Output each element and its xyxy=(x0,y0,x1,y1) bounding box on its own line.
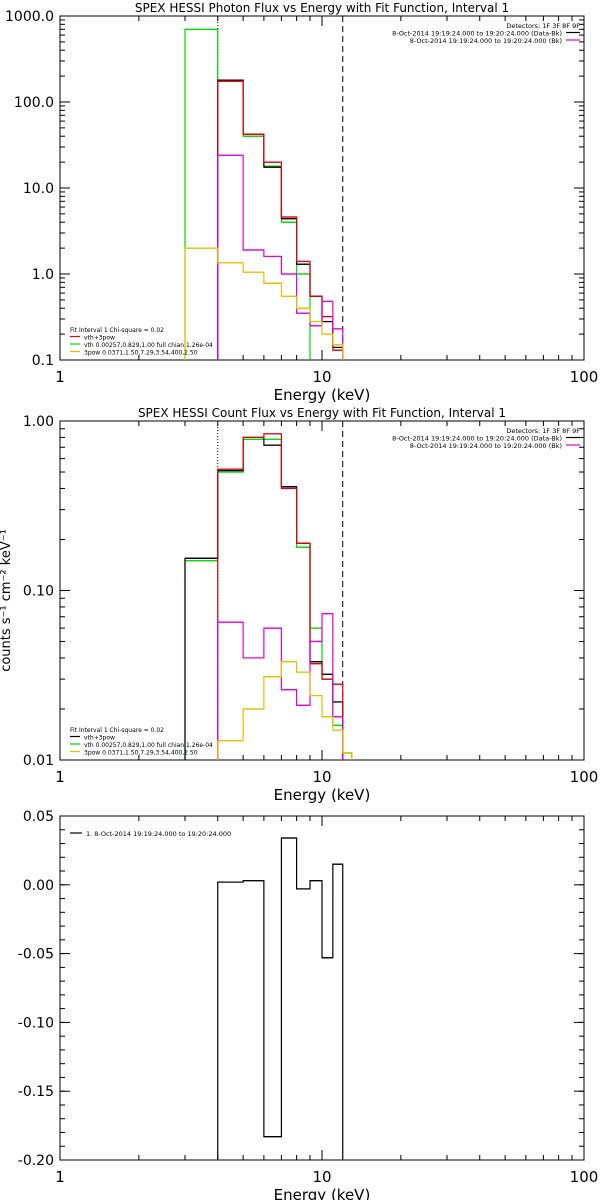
series-line-black_series xyxy=(184,436,344,760)
x-tick-label: 100 xyxy=(570,368,599,386)
y-tick-label: 0.00 xyxy=(23,878,54,894)
y-tick-label: 0.01 xyxy=(23,753,54,769)
series-line-black_series xyxy=(217,79,344,360)
legend-entry: 8-Oct-2014 19:19:24.000 to 19:20:24.000 … xyxy=(410,37,562,45)
y-tick-label: -0.15 xyxy=(18,1084,54,1100)
plot-frame xyxy=(59,815,585,1161)
series-line-yellow_series xyxy=(217,661,353,760)
series-group xyxy=(184,433,353,760)
series-line-black_series xyxy=(217,837,344,1160)
legend-entry: Detectors: 1F 3F 8F 9F xyxy=(506,427,580,435)
legend-entry: Fit Interval 1 Chi-square = 0.02 xyxy=(70,727,164,734)
x-tick-label: 10 xyxy=(312,768,331,786)
x-tick-label: 1 xyxy=(55,368,65,386)
series-line-red_series xyxy=(217,433,344,760)
info-legend: Detectors: 1F 3F 8F 9F8-Oct-2014 19:19:2… xyxy=(392,427,580,450)
series-line-magenta_series xyxy=(217,154,344,360)
x-tick-label: 10 xyxy=(312,1168,331,1186)
y-tick-label: 1.0 xyxy=(32,267,54,283)
series-line-green_series xyxy=(184,438,353,760)
y-tick-label: -0.20 xyxy=(18,1153,54,1169)
legend-entry: vth+3pow xyxy=(84,335,115,342)
legend-entry: 8-Oct-2014 19:19:24.000 to 19:20:24.000 … xyxy=(410,442,562,450)
y-tick-label: 1000.0 xyxy=(5,9,54,25)
x-axis-label: Energy (keV) xyxy=(274,786,371,804)
x-axis-label: Energy (keV) xyxy=(274,386,371,404)
y-tick-label: 0.1 xyxy=(32,353,54,369)
legend: 1. 8-Oct-2014 19:19:24.000 to 19:20:24.0… xyxy=(70,830,231,838)
chart-panel-3: 1 10 100 -0.20 -0.15 -0.10 -0.05 0.00 0.05 Energy… xyxy=(18,809,599,1200)
x-tick-label: 1 xyxy=(55,1168,65,1186)
x-tick-label: 1 xyxy=(55,768,65,786)
series-group xyxy=(217,837,344,1160)
series-line-yellow_series xyxy=(184,247,344,360)
legend-entry: Detectors: 1F 3F 8F 9F xyxy=(506,22,580,30)
y-axis-label: counts s⁻¹ cm⁻² keV⁻¹ xyxy=(0,529,14,672)
legend-entry: 3pow 0.0371,1.50,7.29,3.54,400,2.50 xyxy=(84,350,198,357)
info-legend: Detectors: 1F 3F 8F 9F8-Oct-2014 19:19:2… xyxy=(392,22,580,45)
y-tick-label: 100.0 xyxy=(14,95,54,111)
series-group xyxy=(184,28,344,360)
x-tick-label: 100 xyxy=(570,1168,599,1186)
y-tick-label: 1.00 xyxy=(23,414,54,430)
fit-legend: Fit Interval 1 Chi-square = 0.02vth+3pow… xyxy=(70,327,213,357)
chart-title: SPEX HESSI Count Flux vs Energy with Fit… xyxy=(138,406,506,420)
series-line-magenta_series xyxy=(217,613,344,760)
y-tick-label: 0.10 xyxy=(23,584,54,600)
x-tick-label: 100 xyxy=(570,768,599,786)
legend-entry: Fit Interval 1 Chi-square = 0.02 xyxy=(70,327,164,334)
legend-entry: 8-Oct-2014 19:19:24.000 to 19:20:24.000 … xyxy=(392,435,562,443)
y-tick-label: -0.05 xyxy=(18,947,54,963)
y-tick-label: 10.0 xyxy=(23,181,54,197)
x-tick-label: 10 xyxy=(312,368,331,386)
series-line-red_series xyxy=(217,80,344,360)
legend-entry: vth 0.00257,0.829,1.00 full chian 1.26e-… xyxy=(84,342,213,349)
legend-entry: 1. 8-Oct-2014 19:19:24.000 to 19:20:24.0… xyxy=(86,830,231,838)
legend-entry: vth+3pow xyxy=(84,735,115,742)
y-tick-label: -0.10 xyxy=(18,1015,54,1031)
fit-legend: Fit Interval 1 Chi-square = 0.02vth+3pow… xyxy=(70,727,213,757)
y-tick-label: 0.05 xyxy=(23,809,54,825)
chart-title: SPEX HESSI Photon Flux vs Energy with Fi… xyxy=(135,1,509,15)
legend-entry: vth 0.00257,0.829,1.00 full chian 1.26e-… xyxy=(84,742,213,749)
x-axis-label: Energy (keV) xyxy=(274,1186,371,1200)
series-line-green_series xyxy=(184,28,311,360)
chart-panel-2: 1 10 100 0.01 0.10 1.00 SPEX HESSI Count Flux … xyxy=(0,406,598,804)
chart-panel-1: 1 10 100 0.1 1.0 10.0 100.0 1000.0 SPEX HESSI Ph… xyxy=(5,1,598,404)
legend-entry: 3pow 0.0371,1.50,7.29,3.54,400,2.50 xyxy=(84,750,198,757)
legend-entry: 8-Oct-2014 19:19:24.000 to 19:20:24.000 … xyxy=(392,30,562,38)
